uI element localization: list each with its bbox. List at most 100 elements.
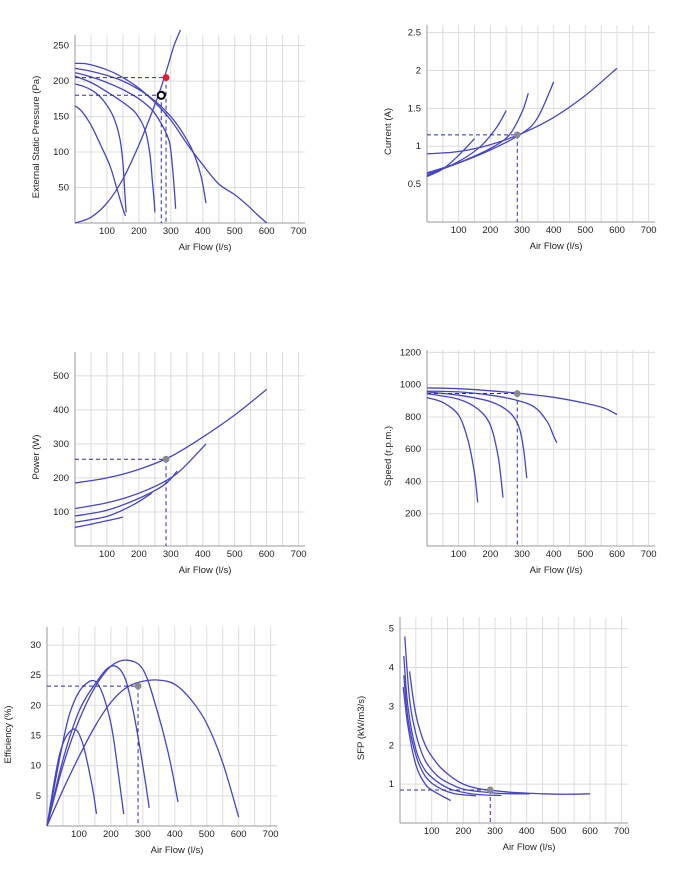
x-tick-label: 100 bbox=[71, 829, 87, 840]
x-tick-label: 600 bbox=[259, 226, 275, 237]
chart-pressure: 100 200 300 400 500 600 700 50 100 150 200 250 Air F… bbox=[31, 29, 307, 253]
y-tick-label: 20 bbox=[30, 700, 41, 711]
x-tick-label: 200 bbox=[103, 829, 119, 840]
y-axis-label: External Static Pressure (Pa) bbox=[31, 76, 42, 199]
series-line bbox=[403, 655, 502, 797]
operating-point-marker bbox=[486, 786, 494, 794]
x-tick-label: 200 bbox=[482, 549, 498, 560]
chart-speed: 100 200 300 400 500 600 700 200 400 600 800 1000 120… bbox=[383, 347, 657, 576]
y-tick-label: 1000 bbox=[400, 380, 421, 391]
series-line bbox=[74, 516, 124, 528]
chart-current: 100 200 300 400 500 600 700 0.5 1 1.5 2 2.5 Air Flow… bbox=[383, 25, 657, 252]
x-axis-label: Air Flow (l/s) bbox=[179, 565, 232, 576]
y-tick-label: 100 bbox=[53, 507, 69, 518]
series-line bbox=[74, 105, 127, 217]
x-tick-label: 600 bbox=[609, 549, 625, 560]
system-curve-line bbox=[74, 29, 182, 224]
y-tick-label: 150 bbox=[53, 112, 69, 123]
y-tick-label: 2 bbox=[416, 65, 421, 76]
x-tick-label: 200 bbox=[455, 826, 471, 837]
x-tick-label: 500 bbox=[550, 826, 566, 837]
x-tick-label: 600 bbox=[259, 549, 275, 560]
chart-efficiency: 100 200 300 400 500 600 700 5 10 15 20 25 30 Air Flow… bbox=[3, 627, 279, 856]
x-tick-label: 700 bbox=[614, 826, 630, 837]
x-tick-label: 500 bbox=[227, 549, 243, 560]
x-tick-label: 200 bbox=[482, 225, 498, 236]
x-tick-label: 400 bbox=[546, 225, 562, 236]
y-tick-label: 400 bbox=[53, 405, 69, 416]
chart-sfp: 100 200 300 400 500 600 700 1 2 3 4 5 Air Flow (l/s)… bbox=[356, 617, 630, 853]
y-axis-label: Speed (r.p.m.) bbox=[383, 426, 394, 486]
y-tick-label: 250 bbox=[53, 41, 69, 52]
x-tick-label: 100 bbox=[99, 549, 115, 560]
y-tick-label: 400 bbox=[405, 476, 421, 487]
x-tick-label: 300 bbox=[514, 549, 530, 560]
series-line bbox=[74, 470, 178, 517]
x-tick-label: 700 bbox=[641, 549, 657, 560]
series-line bbox=[74, 388, 268, 484]
y-axis-label: Power (W) bbox=[31, 435, 42, 480]
y-tick-label: 25 bbox=[30, 670, 41, 681]
series-line bbox=[426, 391, 528, 479]
y-tick-label: 1200 bbox=[400, 347, 421, 358]
y-tick-label: 1 bbox=[416, 141, 421, 152]
y-axis-label: Efficiency (%) bbox=[3, 706, 14, 764]
series-line bbox=[46, 659, 179, 827]
operating-point-marker bbox=[162, 455, 170, 463]
y-tick-label: 800 bbox=[405, 412, 421, 423]
series-line bbox=[46, 679, 240, 827]
x-tick-label: 400 bbox=[519, 826, 535, 837]
y-tick-label: 4 bbox=[389, 663, 394, 674]
y-tick-label: 10 bbox=[30, 761, 41, 772]
y-tick-label: 600 bbox=[405, 444, 421, 455]
series-line bbox=[426, 392, 504, 498]
y-axis-label: Current (A) bbox=[383, 108, 394, 155]
x-tick-label: 700 bbox=[291, 226, 307, 237]
y-axis-label: SFP (kW/m3/s) bbox=[356, 696, 367, 760]
series-line bbox=[426, 387, 618, 416]
series-line bbox=[402, 686, 452, 802]
y-tick-label: 200 bbox=[53, 76, 69, 87]
x-tick-label: 600 bbox=[582, 826, 598, 837]
series-line bbox=[74, 62, 268, 224]
x-tick-label: 500 bbox=[227, 226, 243, 237]
x-tick-label: 200 bbox=[131, 226, 147, 237]
x-axis-label: Air Flow (l/s) bbox=[151, 845, 204, 856]
x-tick-label: 500 bbox=[199, 829, 215, 840]
y-tick-label: 0.5 bbox=[408, 179, 421, 190]
x-tick-label: 100 bbox=[99, 226, 115, 237]
y-tick-label: 200 bbox=[53, 473, 69, 484]
y-tick-label: 30 bbox=[30, 640, 41, 651]
y-tick-label: 200 bbox=[405, 509, 421, 520]
operating-point-marker bbox=[156, 90, 166, 100]
y-tick-label: 15 bbox=[30, 731, 41, 742]
operating-point-marker bbox=[134, 682, 142, 690]
x-axis-label: Air Flow (l/s) bbox=[179, 242, 232, 253]
x-tick-label: 700 bbox=[291, 549, 307, 560]
x-tick-label: 600 bbox=[231, 829, 247, 840]
series-line bbox=[46, 679, 125, 827]
x-tick-label: 300 bbox=[487, 826, 503, 837]
y-tick-label: 2 bbox=[389, 740, 394, 751]
x-tick-label: 400 bbox=[195, 549, 211, 560]
y-tick-label: 50 bbox=[58, 183, 69, 194]
series-line bbox=[426, 110, 507, 177]
x-tick-label: 300 bbox=[163, 226, 179, 237]
x-tick-label: 700 bbox=[641, 225, 657, 236]
chart-power: 100 200 300 400 500 600 700 100 200 300 400 500 Air … bbox=[31, 352, 307, 576]
operating-point-marker bbox=[162, 74, 170, 81]
y-tick-label: 300 bbox=[53, 439, 69, 450]
x-tick-label: 200 bbox=[131, 549, 147, 560]
x-tick-label: 300 bbox=[514, 225, 530, 236]
series-line bbox=[46, 665, 150, 827]
x-tick-label: 100 bbox=[424, 826, 440, 837]
x-tick-label: 500 bbox=[577, 225, 593, 236]
series-line bbox=[74, 71, 177, 209]
x-tick-label: 600 bbox=[609, 225, 625, 236]
x-axis-label: Air Flow (l/s) bbox=[530, 241, 583, 252]
series-line bbox=[74, 67, 207, 204]
y-tick-label: 5 bbox=[36, 791, 41, 802]
operating-point-marker bbox=[513, 390, 521, 397]
series-line bbox=[46, 728, 98, 827]
